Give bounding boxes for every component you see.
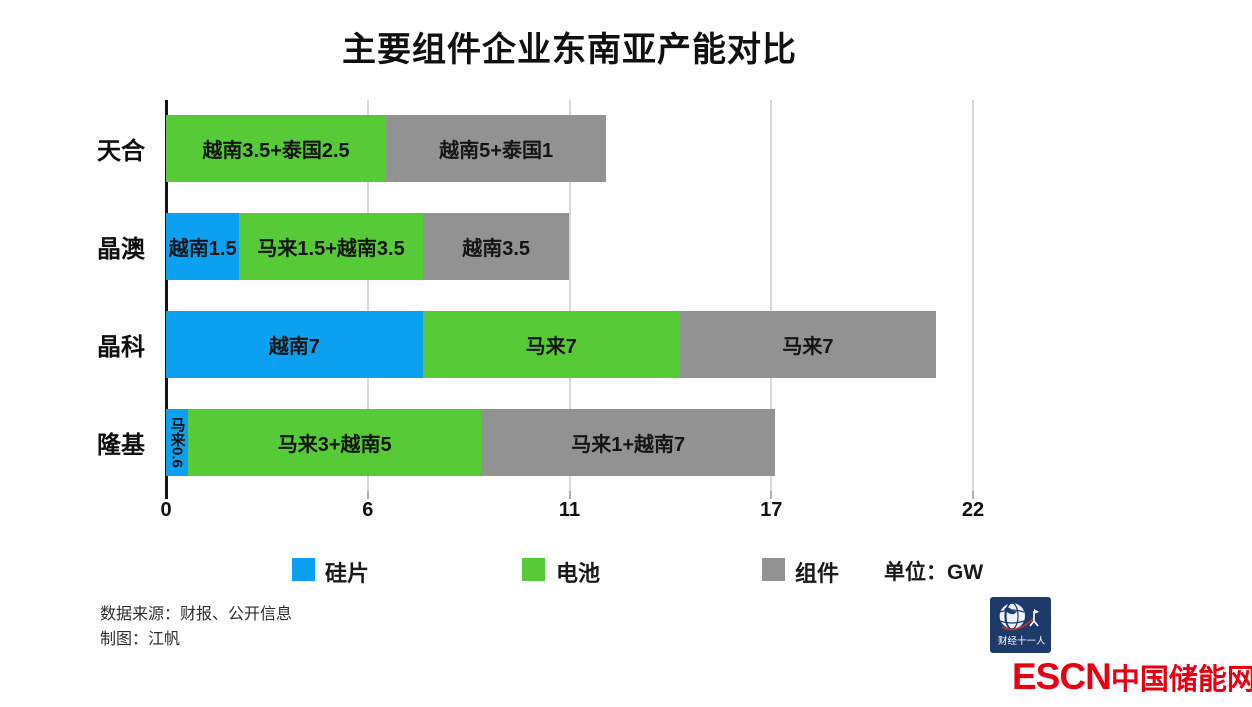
bar-row: 越南1.5 马来1.5+越南3.5 越南3.5 [166, 198, 973, 296]
x-tick-label: 17 [760, 499, 783, 521]
category-axis-labels: 天合 晶澳 晶科 隆基 [97, 100, 145, 491]
x-tick-mark [972, 491, 974, 499]
bar-segment-硅片: 越南7 [166, 310, 423, 378]
x-tick-label: 6 [362, 499, 374, 521]
legend-swatch-wafer [292, 558, 315, 581]
x-tick-label: 11 [558, 499, 581, 521]
source-credits: 数据来源：财报、公开信息 制图：江帆 [100, 602, 292, 652]
bar-segment-电池: 马来3+越南5 [188, 408, 482, 476]
gridline [972, 100, 974, 491]
bar-row: 越南7 马来7 马来7 [166, 296, 973, 394]
bar-segment-label: 越南7 [268, 335, 320, 358]
plot-area: 越南3.5+泰国2.5 越南5+泰国1 越南1.5 马来1.5+越南3.5 越南3.5 越… [165, 100, 974, 499]
x-tick-label: 22 [961, 499, 985, 521]
bar-segment-电池: 越南3.5+泰国2.5 [166, 115, 387, 183]
bar-segment-label: 马来7 [782, 335, 834, 358]
y-axis-line [165, 100, 168, 499]
bar-segment-组件: 越南3.5 [422, 213, 570, 281]
x-axis-tick-labels: 0 6 11 17 22 [160, 499, 984, 527]
legend-swatch-module [762, 558, 785, 581]
bar-segment-组件: 马来1+越南7 [481, 408, 775, 476]
unit-label: 单位：GW [884, 561, 984, 584]
bar-segment-硅片: 马来0.6 [166, 408, 188, 476]
bar-segment-label: 越南3.5+泰国2.5 [202, 140, 350, 163]
bar-segment-组件: 马来7 [679, 310, 937, 378]
bar-segment-电池: 马来1.5+越南3.5 [239, 213, 423, 281]
bar-row: 马来0.6 马来3+越南5 马来1+越南7 [166, 393, 973, 491]
data-source-line: 数据来源：财报、公开信息 [100, 606, 293, 623]
bar-segment-label: 马来1+越南7 [571, 433, 686, 456]
gridline [770, 100, 773, 491]
bar-segment-组件: 越南5+泰国1 [386, 115, 607, 183]
bar-segment-电池: 马来7 [422, 310, 680, 378]
gridline [366, 100, 369, 491]
bar-row: 越南3.5+泰国2.5 越南5+泰国1 [166, 100, 973, 198]
row-label-天合: 天合 [97, 138, 145, 166]
escn-brand: ESCN 中国储能网 [1012, 656, 1252, 698]
chart-title: 主要组件企业东南亚产能对比 [342, 31, 797, 69]
x-tick-mark [568, 491, 571, 499]
gridline [568, 100, 571, 491]
bar-segment-label: 越南5+泰国1 [439, 140, 554, 163]
legend-label-wafer: 硅片 [325, 561, 370, 586]
bar-segment-label: 马来0.6 [168, 416, 186, 468]
bar-segment-label: 马来3+越南5 [277, 433, 392, 456]
row-label-隆基: 隆基 [97, 431, 145, 459]
logo-caption: 财经十一人 [998, 635, 1046, 647]
credit-line: 制图：江帆 [100, 631, 181, 648]
bar-segment-label: 马来1.5+越南3.5 [257, 238, 405, 261]
bar-segment-硅片: 越南1.5 [166, 213, 240, 281]
globe-skater-icon: 财经十一人 [990, 597, 1051, 653]
caijing-logo: 财经十一人 [990, 597, 1051, 653]
stacked-bar-隆基: 马来0.6 马来3+越南5 马来1+越南7 [166, 408, 973, 476]
legend-swatch-cell [522, 558, 545, 581]
x-tick-mark [366, 491, 369, 499]
stacked-bar-晶科: 越南7 马来7 马来7 [166, 310, 973, 378]
bar-segment-label: 越南3.5 [462, 238, 531, 261]
bar-segment-label: 越南1.5 [168, 238, 237, 261]
legend-label-cell: 电池 [556, 561, 601, 586]
legend-label-module: 组件 [795, 561, 840, 586]
stacked-bar-晶澳: 越南1.5 马来1.5+越南3.5 越南3.5 [166, 213, 973, 281]
stacked-bar-天合: 越南3.5+泰国2.5 越南5+泰国1 [166, 115, 973, 183]
row-label-晶科: 晶科 [97, 333, 145, 361]
bars-container: 越南3.5+泰国2.5 越南5+泰国1 越南1.5 马来1.5+越南3.5 越南3.5 越… [166, 100, 973, 491]
brand-cn: 中国储能网 [1110, 664, 1252, 696]
x-tick-label: 0 [160, 499, 172, 521]
x-tick-mark [770, 491, 773, 499]
row-label-晶澳: 晶澳 [97, 236, 145, 264]
bar-segment-label: 马来7 [525, 335, 577, 358]
brand-latin: ESCN [1012, 656, 1112, 697]
